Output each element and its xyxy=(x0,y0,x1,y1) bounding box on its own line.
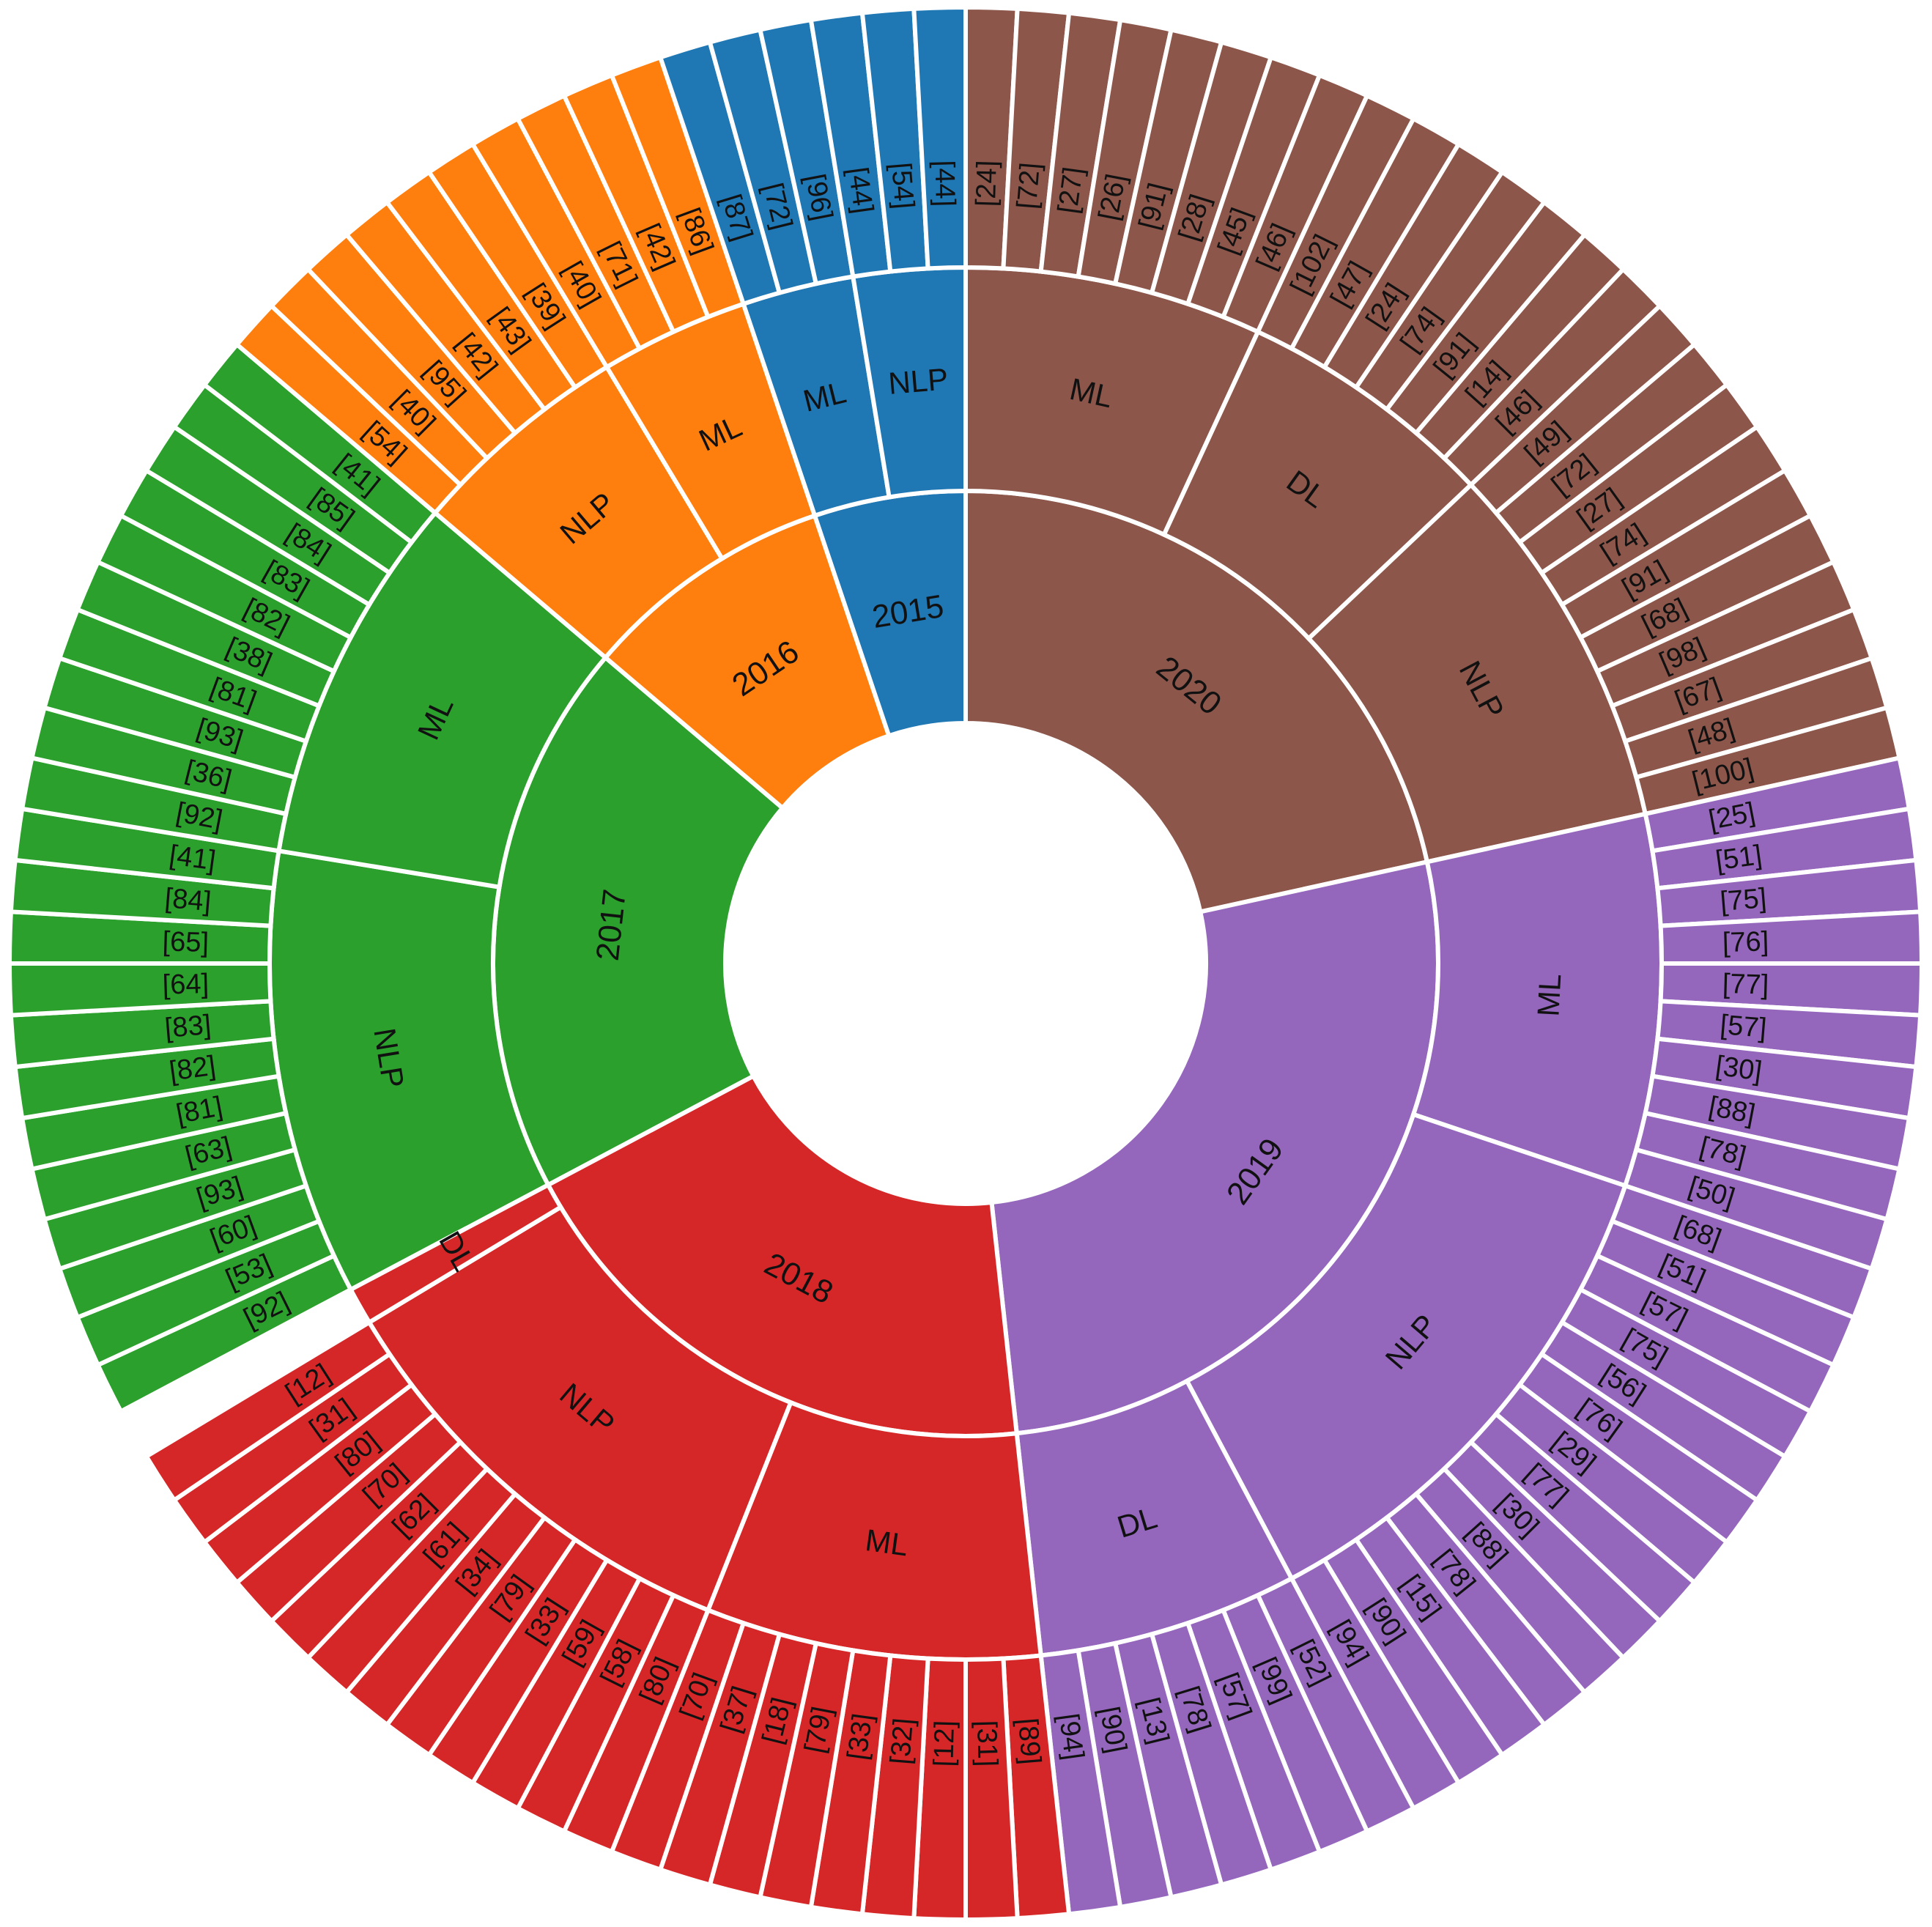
reference-label-2017-nlp-9: [65] xyxy=(162,926,210,958)
reference-label-2019-ml-1: [51] xyxy=(1714,840,1763,876)
reference-label-2020-ml-1: [72] xyxy=(1012,161,1046,210)
reference-label-2015-nlp-0: [44] xyxy=(842,166,878,215)
category-label-2018-ml: ML xyxy=(863,1523,910,1562)
reference-label-2018-ml-4: [33] xyxy=(842,1712,878,1761)
reference-label-2020-ml-0: [24] xyxy=(971,160,1003,207)
reference-label-2018-ml-2: [12] xyxy=(928,1720,961,1767)
reference-label-2018-ml-3: [32] xyxy=(885,1717,919,1766)
sunburst-arcs xyxy=(7,4,1925,1923)
year-label-2017: 2017 xyxy=(590,887,633,963)
reference-label-2018-ml-0: [89] xyxy=(1012,1717,1046,1766)
reference-label-2019-ml-6: [30] xyxy=(1714,1051,1763,1087)
reference-label-2020-ml-2: [27] xyxy=(1053,166,1089,215)
reference-label-2019-ml-5: [57] xyxy=(1719,1010,1768,1044)
reference-label-2019-ml-3: [76] xyxy=(1722,926,1769,958)
reference-label-2019-ml-2: [75] xyxy=(1719,883,1768,917)
reference-label-2019-ml-4: [77] xyxy=(1722,969,1769,1001)
reference-label-2017-nlp-7: [83] xyxy=(163,1010,212,1044)
reference-label-2015-nlp-1: [54] xyxy=(885,161,919,210)
reference-segment-2015-nlp-2[interactable] xyxy=(911,4,968,271)
category-label-2019-ml: ML xyxy=(1531,973,1567,1018)
reference-label-2017-nlp-6: [82] xyxy=(168,1051,218,1087)
reference-label-2017-nlp-11: [41] xyxy=(168,840,218,876)
reference-label-2019-dl-6: [94] xyxy=(1053,1712,1089,1761)
reference-label-2017-nlp-8: [64] xyxy=(162,969,210,1001)
reference-label-2015-nlp-2: [44] xyxy=(928,160,961,207)
category-label-2015-nlp: NLP xyxy=(887,361,950,400)
sunburst-center-hole xyxy=(725,723,1206,1204)
reference-label-2017-nlp-10: [84] xyxy=(163,883,212,917)
reference-label-2018-ml-1: [31] xyxy=(971,1720,1003,1767)
